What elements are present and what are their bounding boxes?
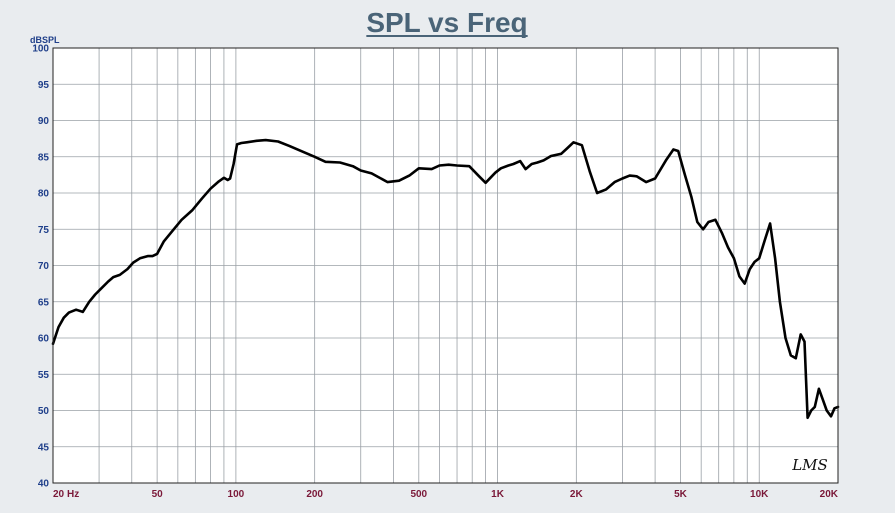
x-tick-label: 50	[152, 489, 164, 500]
y-axis-label: dBSPL	[30, 35, 60, 45]
y-tick-label: 95	[38, 80, 50, 91]
x-tick-label: 10K	[750, 489, 769, 500]
x-tick-label: 1K	[491, 489, 505, 500]
y-tick-label: 65	[38, 297, 50, 308]
x-unit-label: Hz	[67, 489, 79, 500]
y-tick-label: 55	[38, 370, 50, 381]
x-tick-label: 500	[410, 489, 427, 500]
y-tick-label: 45	[38, 442, 50, 453]
y-tick-labels: 40 45 50 55 60 65 70 75 80 85 90 95 100	[32, 44, 49, 490]
y-tick-label: 40	[38, 479, 50, 490]
y-tick-label: 60	[38, 334, 50, 345]
y-tick-label: 50	[38, 406, 50, 417]
x-tick-label: 5K	[674, 489, 688, 500]
y-tick-label: 90	[38, 116, 50, 127]
y-tick-label: 85	[38, 152, 50, 163]
x-tick-label: 20K	[820, 489, 839, 500]
y-tick-label: 70	[38, 261, 50, 272]
x-tick-label: 20	[53, 489, 65, 500]
x-tick-label: 100	[228, 489, 245, 500]
x-tick-labels: 20 50 100 200 500 1K 2K 5K 10K 20K	[53, 489, 839, 500]
y-tick-label: 75	[38, 225, 50, 236]
plot-border	[52, 47, 839, 484]
y-tick-label: 80	[38, 189, 50, 200]
y-tick-label: 100	[32, 44, 49, 55]
x-tick-label: 2K	[570, 489, 584, 500]
x-tick-label: 200	[306, 489, 323, 500]
lms-watermark: LMS	[791, 456, 828, 474]
spl-curve	[51, 138, 840, 420]
chart-title: SPL vs Freq	[366, 7, 527, 38]
